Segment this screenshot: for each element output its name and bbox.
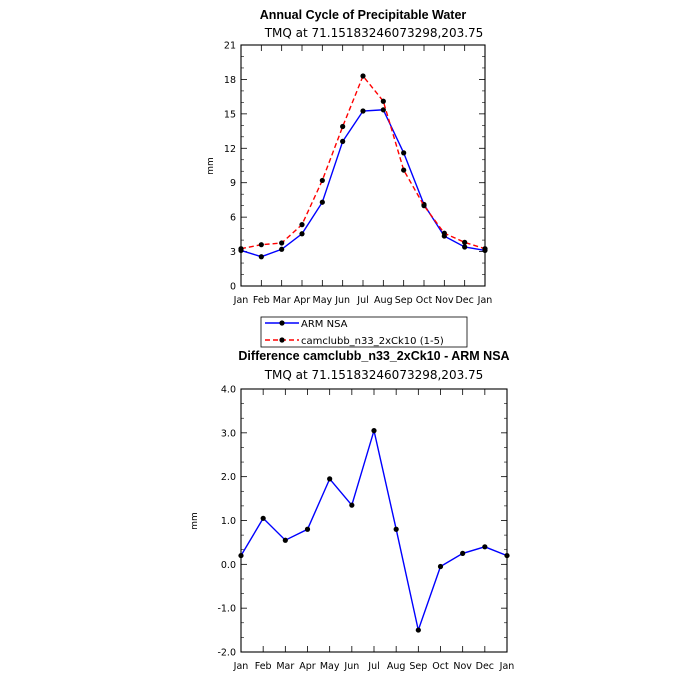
top-plot-frame (240, 44, 486, 287)
bottom-chart-title: Difference camclubb_n33_2xCk10 - ARM NSA (238, 349, 509, 363)
top-chart-title: Annual Cycle of Precipitable Water (260, 8, 467, 22)
top-plot-area: Jan Feb Mar Apr May Jun Jul Aug Sep Oct Nov Dec Jan 0… (224, 41, 492, 307)
bottom-x-tick-label: Jul (367, 661, 379, 672)
top-y-tick-label: 21 (224, 41, 236, 52)
top-series-0-point (340, 138, 346, 144)
top-x-tick-label: Jun (334, 295, 350, 306)
bottom-series-0-point (260, 515, 266, 521)
top-x-tick-label: Sep (395, 295, 413, 306)
top-chart-subtitle: TMQ at 71.15183246073298,203.75 (264, 26, 484, 40)
top-y-tick-label: 0 (230, 282, 236, 293)
bottom-series-0-point (371, 428, 377, 434)
top-y-tick-label: 18 (224, 75, 236, 86)
bottom-y-tick-label: 1.0 (221, 516, 236, 527)
bottom-chart-ylabel: mm (190, 512, 200, 530)
top-series-0-point (319, 199, 325, 205)
top-y-tick-label: 15 (224, 109, 236, 120)
bottom-series-0-point (282, 537, 288, 543)
top-x-tick-label: Nov (435, 295, 454, 306)
top-series-1-point (340, 123, 346, 130)
bottom-y-tick-label: 3.0 (221, 428, 236, 439)
bottom-series-0-point (349, 502, 355, 508)
top-x-tick-label: Dec (455, 295, 473, 306)
top-y-tick-label: 9 (230, 178, 236, 189)
top-x-tick-label: Jul (356, 295, 368, 306)
bottom-y-tick-label: 0.0 (221, 560, 236, 571)
bottom-y-tick-label: -1.0 (217, 604, 236, 615)
legend-box (260, 316, 468, 348)
top-series-1-point (299, 222, 305, 228)
bottom-x-tick-label: Oct (432, 661, 449, 672)
top-series-1-point (421, 203, 427, 209)
bottom-x-tick-label: Aug (387, 661, 406, 672)
top-x-tick-label: Apr (294, 295, 311, 306)
top-series-0-point (401, 150, 407, 156)
bottom-series-0-line (240, 427, 508, 633)
bottom-plot-area: Jan Feb Mar Apr May Jun Jul Aug Sep Oct Nov Dec Jan -… (217, 385, 514, 673)
bottom-y-tick-label: -2.0 (217, 648, 236, 659)
top-series-0-point (462, 244, 468, 250)
bottom-y-tick-label: 4.0 (221, 385, 236, 396)
bottom-series-0-point (393, 526, 399, 532)
bottom-x-tick-label: Feb (255, 661, 272, 672)
top-series-1-point (238, 246, 244, 252)
bottom-y-tick-label: 2.0 (221, 472, 236, 483)
legend-marker-arm (279, 320, 285, 326)
top-x-tick-label: Jan (477, 295, 493, 306)
top-series-1-point (279, 240, 285, 246)
bottom-x-tick-label: Jan (233, 661, 249, 672)
top-series-1-point (462, 239, 468, 245)
legend-marker-model (279, 337, 285, 343)
bottom-chart-subtitle: TMQ at 71.15183246073298,203.75 (264, 368, 484, 382)
top-series-0-point (360, 108, 366, 114)
bottom-series-0-point (327, 476, 333, 482)
bottom-x-tick-label: Nov (453, 661, 472, 672)
top-series-0-point (258, 254, 264, 260)
top-series-1-line (240, 74, 486, 250)
top-series-1-point (380, 98, 386, 104)
top-y-tick-label: 3 (230, 247, 236, 258)
bottom-series-0-point (238, 552, 244, 559)
top-x-tick-label: Feb (253, 295, 270, 306)
bottom-x-tick-label: Apr (299, 661, 316, 672)
top-series-1-point (319, 177, 325, 184)
bottom-series-0-point (482, 544, 488, 550)
top-y-tick-label: 6 (230, 213, 236, 224)
top-series-0-point (299, 231, 305, 237)
legend: ARM NSA camclubb_n33_2xCk10 (1-5) (260, 316, 468, 348)
bottom-series-0-point (304, 526, 311, 532)
top-series-0-point (380, 107, 386, 113)
top-y-tick-label: 12 (224, 144, 236, 155)
top-series-1-point (482, 246, 488, 252)
top-series-0-point (279, 246, 285, 252)
top-x-tick-label: Oct (416, 295, 433, 306)
top-chart-ylabel: mm (206, 157, 216, 175)
top-series-1-point (360, 73, 366, 79)
bottom-x-tick-label: May (320, 661, 340, 672)
top-x-tick-label: Aug (374, 295, 393, 306)
bottom-series-0-point (437, 563, 444, 570)
top-series-1-point (441, 230, 447, 236)
legend-label-model: camclubb_n33_2xCk10 (1-5) (301, 336, 444, 347)
bottom-x-tick-label: Jun (343, 661, 359, 672)
top-series-1-point (258, 242, 264, 248)
bottom-x-tick-label: Dec (476, 661, 494, 672)
bottom-series-0-point (504, 552, 510, 559)
bottom-x-tick-label: Jan (499, 661, 515, 672)
bottom-x-tick-label: Mar (276, 661, 294, 672)
bottom-series-0-point (415, 627, 421, 633)
top-x-tick-label: Jan (233, 295, 249, 306)
bottom-series-0-point (460, 550, 466, 556)
legend-label-arm: ARM NSA (301, 319, 348, 330)
top-series-1-point (401, 167, 407, 173)
bottom-x-tick-label: Sep (409, 661, 427, 672)
top-x-tick-label: May (313, 295, 333, 306)
top-x-tick-label: Mar (273, 295, 291, 306)
